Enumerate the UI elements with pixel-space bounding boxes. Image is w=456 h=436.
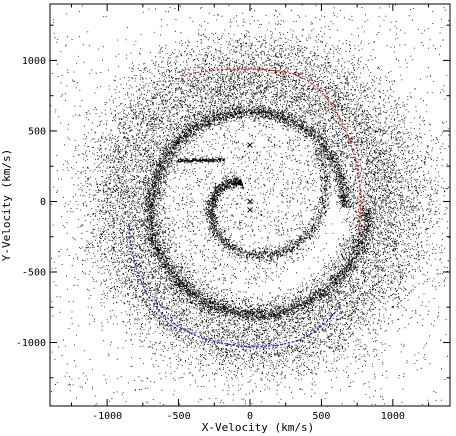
scatter-points-layer	[50, 4, 451, 407]
x-tick-label: -500	[167, 411, 191, 422]
curves-layer	[127, 68, 362, 348]
x-markers-layer	[247, 142, 253, 213]
y-tick-label: -1000	[16, 338, 46, 349]
y-axis-label: Y-Velocity (km/s)	[0, 149, 13, 262]
x-marker	[247, 198, 253, 205]
y-tick-label: 1000	[22, 56, 46, 67]
scatter-points	[50, 4, 451, 407]
x-tick-label: 500	[312, 411, 330, 422]
axis-ticks: -1000 -500 0 500 1000 -1000 -500 0 500 1000	[16, 4, 450, 422]
x-marker	[247, 207, 253, 213]
x-tick-label: 0	[247, 411, 253, 422]
x-axis-label: X-Velocity (km/s)	[202, 421, 315, 434]
y-tick-label: -500	[22, 268, 46, 279]
y-tick-label: 0	[40, 197, 46, 208]
x-tick-label: 1000	[381, 411, 405, 422]
blue-curve	[127, 223, 342, 348]
y-tick-label: 500	[28, 126, 46, 137]
x-tick-label: -1000	[92, 411, 122, 422]
x-marker	[247, 142, 253, 148]
red-curve	[181, 68, 362, 233]
